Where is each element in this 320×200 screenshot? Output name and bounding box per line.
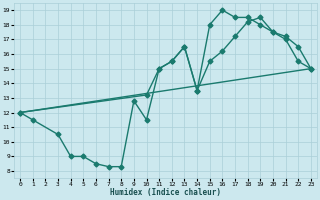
X-axis label: Humidex (Indice chaleur): Humidex (Indice chaleur) — [110, 188, 221, 197]
